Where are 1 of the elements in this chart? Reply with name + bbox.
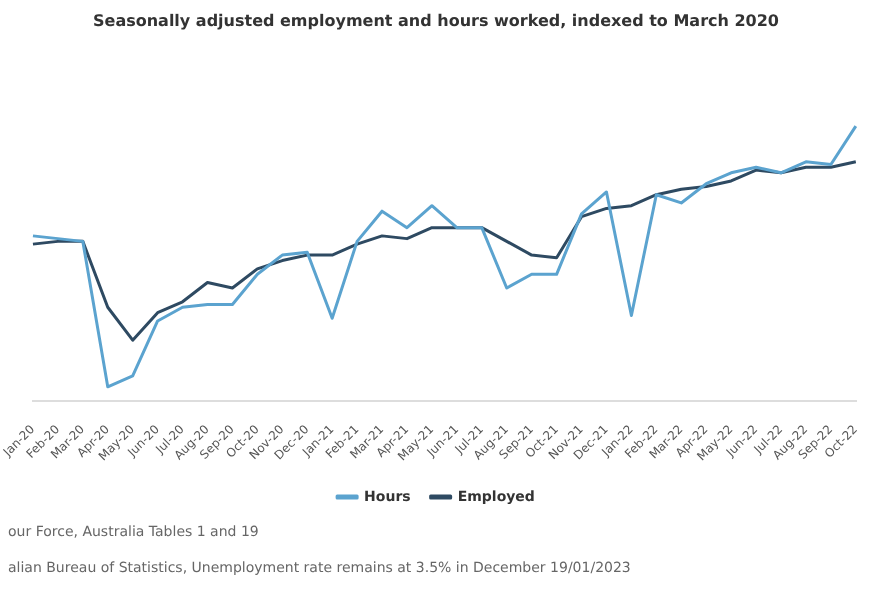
chart-title: Seasonally adjusted employment and hours worked, indexed to March 2020: [93, 11, 780, 30]
